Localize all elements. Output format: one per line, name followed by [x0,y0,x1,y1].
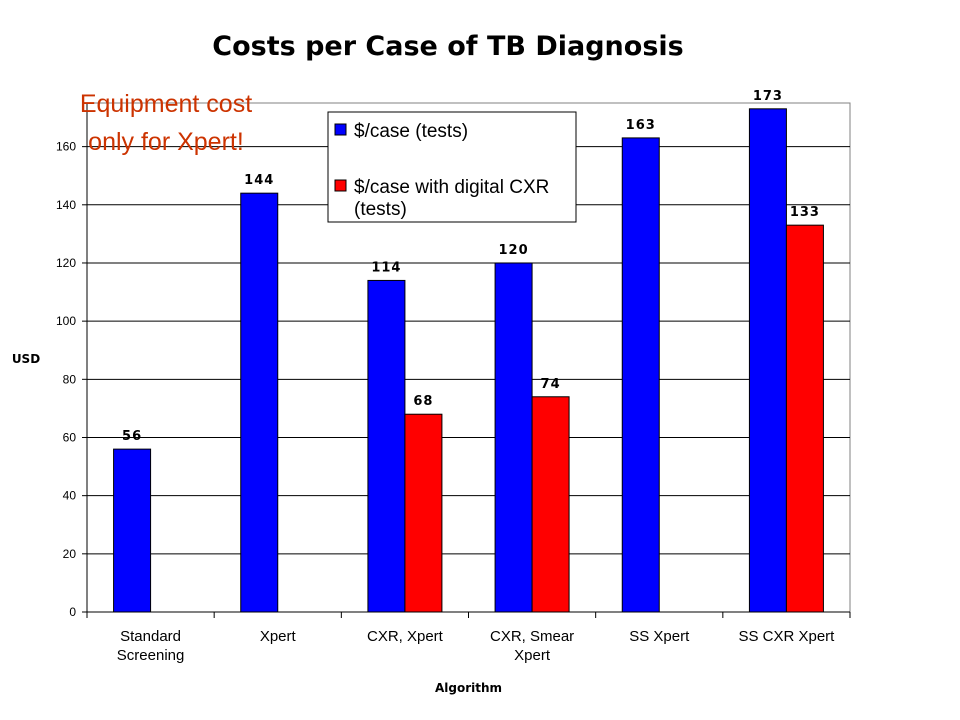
bar-series-1-cat-5 [621,137,660,613]
x-category-label: Xpert [260,628,297,645]
bar-series-1-cat-4 [494,262,533,613]
legend-box [327,111,577,223]
data-label-series-1-cat-6: 173 [753,89,783,104]
legend-swatch-series-2 [334,179,347,192]
y-tick-label: 120 [56,256,76,270]
data-label-series-1-cat-1: 56 [122,429,142,444]
x-axis-title: Algorithm [435,681,502,695]
x-category-label: SS CXR Xpert [738,628,835,645]
data-label-series-1-cat-5: 163 [626,118,656,133]
y-tick-label: 0 [69,605,76,619]
data-label-series-1-cat-3: 114 [371,260,401,275]
legend-label-series-1: $/case (tests) [354,121,468,142]
bar-series-2-cat-6 [785,224,824,613]
y-tick-label: 140 [56,198,76,212]
data-label-series-2-cat-4: 74 [541,377,561,392]
y-tick-label: 80 [63,372,77,386]
bar-series-1-cat-3 [367,279,406,613]
y-axis-title: USD [12,352,40,366]
x-category-label: CXR, Smear Xpert [490,628,574,664]
bar-series-1-cat-6 [748,108,787,613]
y-tick-label: 40 [63,489,77,503]
bar-series-1-cat-1 [113,448,152,613]
legend-swatch-series-1 [334,123,347,136]
legend-label-series-2: $/case with digital CXR (tests) [354,177,549,220]
x-category-label: Standard Screening [117,628,185,664]
data-label-series-2-cat-3: 68 [413,394,433,409]
y-tick-label: 160 [56,140,76,154]
x-category-label: CXR, Xpert [367,628,444,645]
bar-series-2-cat-3 [404,413,443,613]
data-label-series-1-cat-2: 144 [244,173,274,188]
y-tick-label: 60 [63,430,77,444]
data-label-series-1-cat-4: 120 [499,243,529,258]
x-category-label: SS Xpert [629,628,690,645]
annotation-note: Equipment cost only for Xpert! [80,90,252,156]
bar-series-1-cat-2 [240,192,279,613]
data-label-series-2-cat-6: 133 [790,205,820,220]
y-tick-label: 20 [63,547,77,561]
chart-title: Costs per Case of TB Diagnosis [212,31,683,62]
bar-series-2-cat-4 [531,396,570,613]
y-tick-label: 100 [56,314,76,328]
